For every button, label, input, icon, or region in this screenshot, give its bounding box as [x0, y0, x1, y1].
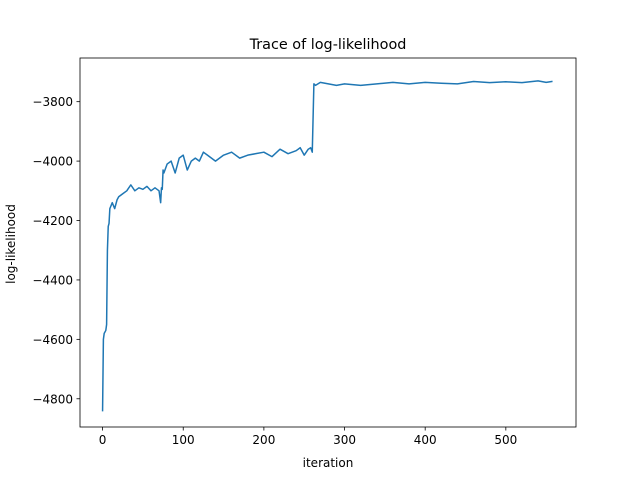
y-tick-label: −4600 [32, 333, 73, 347]
x-tick-label: 100 [172, 433, 195, 447]
x-axis-label: iteration [303, 456, 354, 470]
x-tick-label: 400 [414, 433, 437, 447]
x-tick-label: 300 [333, 433, 356, 447]
y-tick-label: −4000 [32, 155, 73, 169]
y-tick-label: −4800 [32, 392, 73, 406]
plot-area [79, 57, 577, 428]
y-tick-label: −4400 [32, 273, 73, 287]
x-tick-label: 500 [494, 433, 517, 447]
chart-title: Trace of log-likelihood [249, 37, 407, 53]
axes-frame [79, 57, 577, 428]
y-axis-label: log-likelihood [4, 204, 18, 284]
series-line-0 [101, 80, 553, 412]
x-tick-label: 0 [99, 433, 107, 447]
y-tick-label: −3800 [32, 95, 73, 109]
axis-ticks: 0 100 200 300 400 500 −4800 −4600 −4400 −4200 −400… [32, 95, 517, 447]
y-tick-label: −4200 [32, 214, 73, 228]
x-tick-label: 200 [252, 433, 275, 447]
